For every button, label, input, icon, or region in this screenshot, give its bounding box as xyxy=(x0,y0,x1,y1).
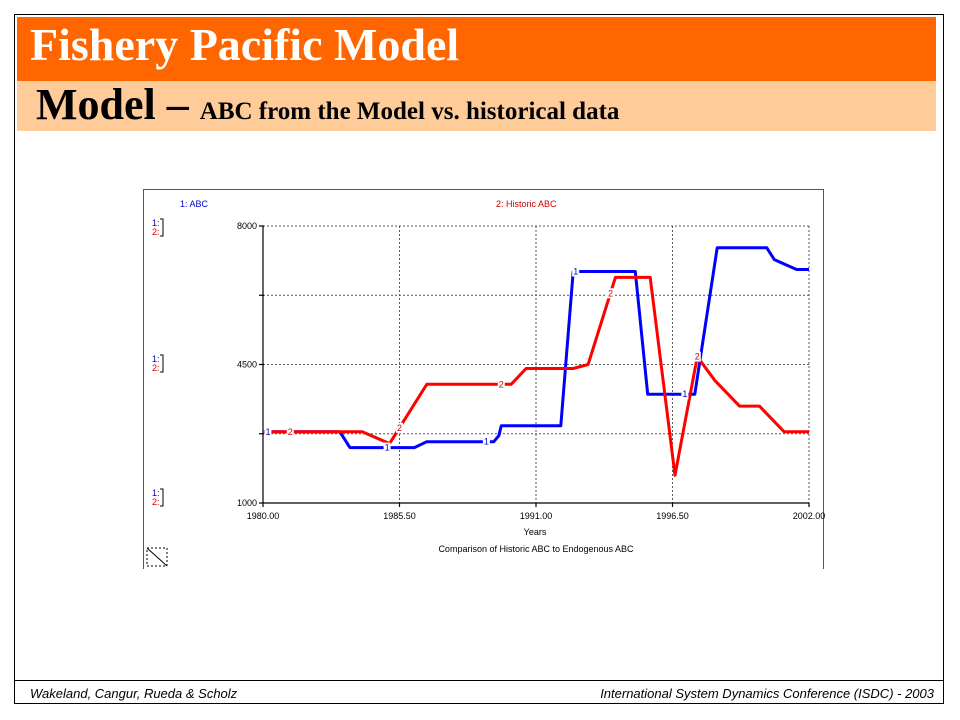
footer-divider xyxy=(14,680,944,681)
footer-authors: Wakeland, Cangur, Rueda & Scholz xyxy=(30,686,238,701)
x-tick-label: 1996.50 xyxy=(656,511,689,521)
scale-label-2-bottom: 2: xyxy=(152,497,160,507)
series-marker-1: 1 xyxy=(265,427,270,437)
scale-bracket xyxy=(160,218,164,237)
abc-comparison-chart: 8000 4500 1000 1980.00 1985.50 1991.00 1996.50… xyxy=(146,199,825,567)
scale-label-2-middle: 2: xyxy=(152,363,160,373)
y-tick-label: 1000 xyxy=(237,498,257,508)
scale-bracket xyxy=(160,354,164,373)
series-marker-2: 2 xyxy=(397,423,402,433)
chart-title: Comparison of Historic ABC to Endogenous… xyxy=(438,544,634,554)
x-tick-label: 1991.00 xyxy=(520,511,553,521)
subtitle-main: Model – xyxy=(36,80,200,129)
y-tick-label: 4500 xyxy=(237,360,257,370)
chart-panel: 8000 4500 1000 1980.00 1985.50 1991.00 1996.50… xyxy=(143,189,825,569)
series-marker-bg xyxy=(264,426,272,437)
series-marker-bg xyxy=(606,288,614,299)
slide-subtitle: Model – ABC from the Model vs. historica… xyxy=(36,82,619,138)
legend-historic-abc: 2: Historic ABC xyxy=(496,199,557,209)
scale-label-1-bottom: 1: xyxy=(152,488,160,498)
series-marker-1: 1 xyxy=(573,267,578,277)
y-tick-label: 8000 xyxy=(237,221,257,231)
scale-label-1-middle: 1: xyxy=(152,354,160,364)
x-tick-label: 1980.00 xyxy=(247,511,280,521)
series-marker-bg xyxy=(383,442,391,453)
series-marker-bg xyxy=(396,422,403,433)
slide-title: Fishery Pacific Model xyxy=(30,19,460,70)
series-marker-bg xyxy=(693,351,701,362)
title-bar xyxy=(17,17,936,81)
series-marker-bg xyxy=(497,379,505,390)
x-tick-label: 1985.50 xyxy=(383,511,416,521)
series-marker-1: 1 xyxy=(385,443,390,453)
scale-label-2-top: 2: xyxy=(152,227,160,237)
series-marker-bg xyxy=(482,436,490,447)
series-marker-1: 1 xyxy=(484,437,489,447)
x-tick-label: 2002.00 xyxy=(793,511,825,521)
series-marker-2: 2 xyxy=(499,379,504,389)
x-axis-label: Years xyxy=(524,527,547,537)
scale-bracket xyxy=(160,488,164,507)
series-marker-2: 2 xyxy=(608,288,613,298)
subtitle-bar xyxy=(17,81,936,131)
series-marker-1: 1 xyxy=(682,389,687,399)
series-marker-2: 2 xyxy=(288,427,293,437)
scale-label-1-top: 1: xyxy=(152,218,160,228)
subtitle-rest: ABC from the Model vs. historical data xyxy=(199,98,620,125)
series-marker-2: 2 xyxy=(695,352,700,362)
series-line-historic-abc xyxy=(263,275,809,477)
page-icon-diagonal xyxy=(146,547,168,567)
legend-abc: 1: ABC xyxy=(180,199,209,209)
series-marker-bg xyxy=(681,389,689,400)
footer-conference: International System Dynamics Conference… xyxy=(600,686,934,701)
slide-frame xyxy=(14,14,944,704)
page-icon xyxy=(146,547,168,567)
series-marker-bg xyxy=(286,426,294,437)
series-marker-bg xyxy=(572,266,580,277)
